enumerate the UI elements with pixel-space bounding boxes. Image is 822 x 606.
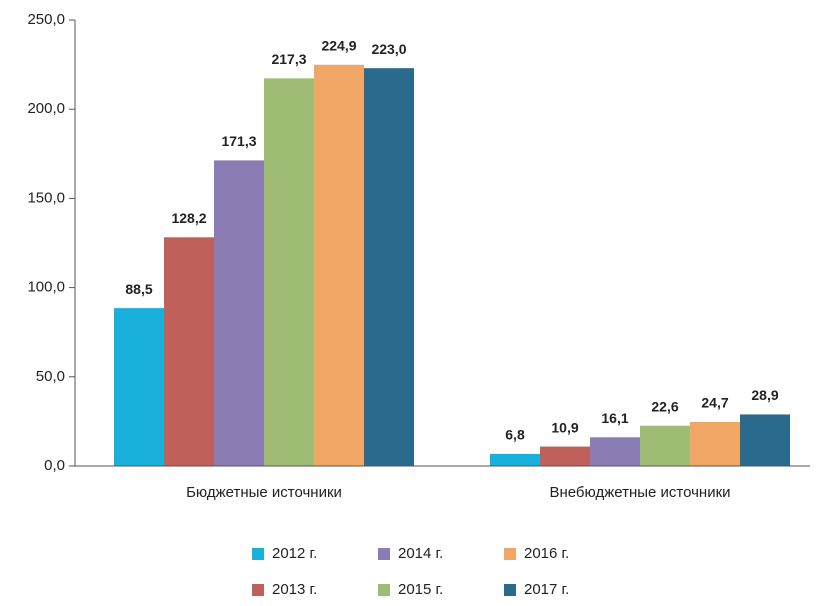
value-label: 22,6 [651, 398, 678, 414]
y-tick-label: 0,0 [44, 457, 65, 474]
legend-swatch [252, 548, 264, 560]
legend-label: 2015 г. [398, 581, 443, 598]
legend-swatch [504, 584, 516, 596]
bar [490, 453, 540, 466]
legend-label: 2012 г. [272, 545, 317, 562]
legend-swatch [378, 584, 390, 596]
value-label: 88,5 [125, 281, 152, 297]
legend-swatch [378, 548, 390, 560]
bar [264, 78, 314, 467]
legend-label: 2016 г. [524, 545, 569, 562]
x-tick-label: Внебюджетные источники [549, 484, 730, 501]
value-label: 10,9 [551, 419, 578, 435]
bar [640, 425, 690, 466]
y-tick-label: 100,0 [27, 279, 65, 296]
x-tick-label: Бюджетные источники [186, 484, 342, 501]
legend-label: 2013 г. [272, 581, 317, 598]
legend-label: 2017 г. [524, 581, 569, 598]
value-label: 128,2 [171, 210, 206, 226]
legend-swatch [504, 548, 516, 560]
bar [590, 437, 640, 466]
value-label: 217,3 [271, 51, 306, 67]
bar [740, 414, 790, 466]
y-tick-label: 50,0 [36, 368, 65, 385]
bar [114, 308, 164, 466]
value-label: 224,9 [321, 37, 356, 53]
bar [314, 64, 364, 467]
bar [540, 446, 590, 466]
value-label: 171,3 [221, 133, 256, 149]
bar [364, 68, 414, 466]
value-label: 24,7 [701, 395, 728, 411]
bar [164, 237, 214, 466]
y-tick-label: 150,0 [27, 189, 65, 206]
y-tick-label: 250,0 [27, 11, 65, 28]
bar [214, 160, 264, 466]
legend-swatch [252, 584, 264, 596]
value-label: 6,8 [505, 427, 525, 443]
y-tick-label: 200,0 [27, 100, 65, 117]
legend-label: 2014 г. [398, 545, 443, 562]
value-label: 16,1 [601, 410, 628, 426]
bar [690, 421, 740, 466]
value-label: 28,9 [751, 387, 778, 403]
value-label: 223,0 [371, 41, 406, 57]
